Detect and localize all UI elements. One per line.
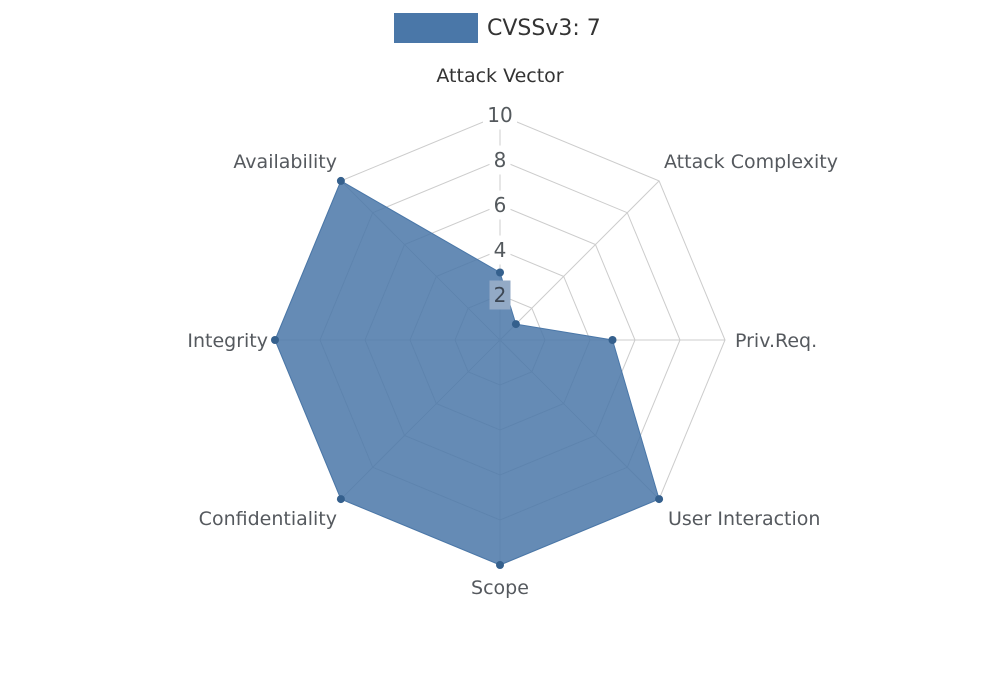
tick-bg-6 [489,190,511,220]
data-point-user-interaction[interactable] [655,495,664,504]
tick-label-6: 6 [494,193,507,217]
data-point-priv-req[interactable] [608,336,617,344]
tick-label-10: 10 [487,103,512,127]
axis-label-confidentiality: Confidentiality [199,508,337,530]
axis-label-priv-req: Priv.Req. [735,330,817,352]
axis-label-integrity: Integrity [187,330,268,352]
data-point-availability[interactable] [336,176,345,185]
tick-label-8: 8 [494,148,507,172]
legend-swatch [394,13,478,43]
legend[interactable]: CVSSv3: 7 [394,13,601,43]
legend-label: CVSSv3: 7 [487,15,601,41]
axis-label-attack-complexity: Attack Complexity [664,151,838,173]
axis-label-availability: Availability [233,151,337,173]
axis-label-user-interaction: User Interaction [668,508,820,530]
data-point-scope[interactable] [496,561,504,569]
tick-label-4: 4 [494,238,507,262]
tick-bg-10 [483,100,517,130]
data-point-attack-vector[interactable] [496,268,504,277]
axis-label-attack-vector: Attack Vector [436,65,563,87]
tick-bg-2 [489,280,511,310]
data-point-confidentiality[interactable] [336,495,345,504]
data-point-integrity[interactable] [271,336,279,344]
tick-label-2: 2 [494,283,507,307]
axis-label-scope: Scope [471,577,529,599]
axis-spoke-attack-complexity [499,180,660,341]
tick-bg-8 [489,145,511,175]
data-point-attack-complexity[interactable] [511,320,520,329]
tick-bg-4 [489,235,511,265]
